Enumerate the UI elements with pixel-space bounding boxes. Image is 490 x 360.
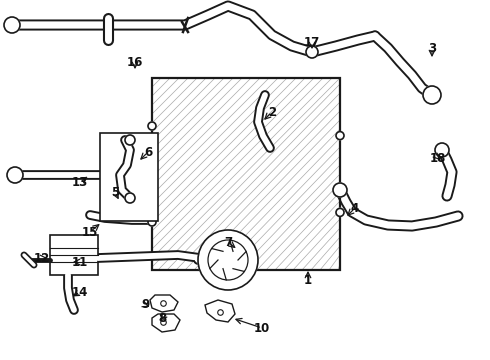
Circle shape xyxy=(306,46,318,58)
Circle shape xyxy=(125,135,135,145)
Circle shape xyxy=(336,208,344,216)
Circle shape xyxy=(208,240,248,280)
Text: 13: 13 xyxy=(72,176,88,189)
Text: 2: 2 xyxy=(268,105,276,118)
Circle shape xyxy=(198,230,258,290)
Polygon shape xyxy=(205,300,235,322)
Text: 9: 9 xyxy=(141,298,149,311)
Text: 11: 11 xyxy=(72,256,88,269)
Polygon shape xyxy=(150,295,178,312)
Circle shape xyxy=(336,132,344,140)
Text: 1: 1 xyxy=(304,274,312,287)
Text: 10: 10 xyxy=(254,321,270,334)
Circle shape xyxy=(435,143,449,157)
Bar xyxy=(152,78,340,270)
Circle shape xyxy=(423,86,441,104)
Circle shape xyxy=(7,167,23,183)
Bar xyxy=(50,235,98,275)
Text: 18: 18 xyxy=(430,152,446,165)
Text: 15: 15 xyxy=(82,225,98,239)
Text: 12: 12 xyxy=(34,252,50,265)
Text: 14: 14 xyxy=(72,285,88,298)
Text: 4: 4 xyxy=(351,202,359,215)
Text: 6: 6 xyxy=(144,145,152,158)
Text: 16: 16 xyxy=(127,55,143,68)
Text: 8: 8 xyxy=(158,311,166,324)
Circle shape xyxy=(125,193,135,203)
Polygon shape xyxy=(152,314,180,332)
Bar xyxy=(100,133,158,221)
Bar xyxy=(152,78,340,270)
Circle shape xyxy=(148,122,156,130)
Circle shape xyxy=(148,218,156,226)
Text: 5: 5 xyxy=(111,185,119,198)
Text: 7: 7 xyxy=(224,235,232,248)
Text: 17: 17 xyxy=(304,36,320,49)
Circle shape xyxy=(4,17,20,33)
Text: 3: 3 xyxy=(428,41,436,54)
Circle shape xyxy=(148,170,156,178)
Circle shape xyxy=(333,183,347,197)
